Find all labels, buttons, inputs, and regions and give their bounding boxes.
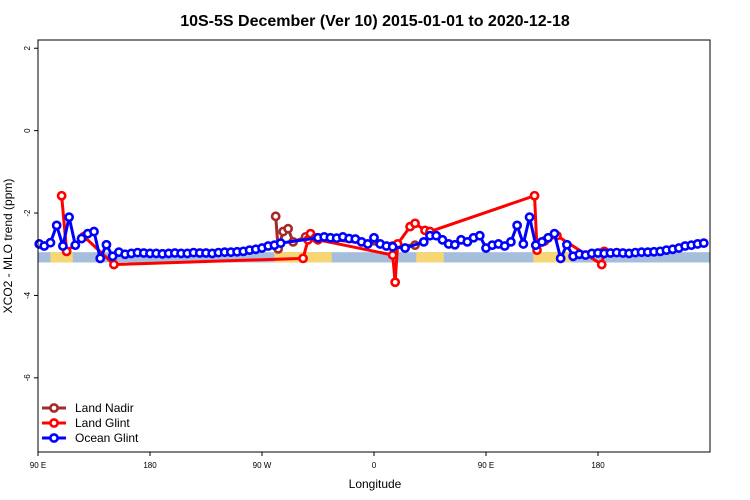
- data-point: [362, 239, 373, 249]
- x-axis-label: Longitude: [349, 477, 402, 491]
- x-tick-label-1: 90 E: [30, 461, 46, 470]
- x-tick-label-5: 90 E: [478, 461, 494, 470]
- data-point: [387, 241, 398, 252]
- data-point: [418, 236, 429, 247]
- x-tick-label-6: 180: [591, 461, 605, 470]
- y-tick-label-2: 0: [23, 128, 32, 133]
- data-point: [387, 250, 398, 260]
- legend-label-3: Ocean Glint: [75, 431, 139, 445]
- data-point: [109, 259, 119, 270]
- land-patch-1: [50, 252, 73, 263]
- data-point: [555, 253, 566, 264]
- data-point: [51, 220, 62, 231]
- data-point: [275, 238, 286, 249]
- legend-marker-1: [49, 403, 59, 413]
- y-tick-label-3: -2: [23, 209, 32, 217]
- data-point: [76, 233, 87, 244]
- data-point: [283, 223, 294, 234]
- y-axis-label: XCO2 - MLO trend (ppm): [1, 179, 15, 314]
- data-point: [561, 239, 572, 250]
- data-point: [56, 190, 67, 201]
- chart-title: 10S-5S December (Ver 10) 2015-01-01 to 2…: [180, 13, 570, 30]
- land-patch-3: [416, 252, 444, 263]
- y-tick-label-1: 2: [23, 45, 32, 50]
- axes: 90 E 180 90 W 0 90 E 180 2 0 -2 -4 -6: [23, 45, 605, 470]
- data-point: [298, 253, 308, 264]
- data-point: [698, 238, 709, 249]
- x-tick-label-3: 90 W: [253, 461, 272, 470]
- data-point: [45, 237, 56, 248]
- data-point: [524, 212, 535, 223]
- data-point: [549, 228, 560, 239]
- data-point: [95, 253, 106, 264]
- data-point: [70, 240, 81, 251]
- x-tick-label-4: 0: [372, 461, 377, 470]
- data-point: [400, 243, 411, 253]
- data-point: [474, 230, 485, 241]
- data-point: [518, 239, 529, 249]
- series-3: [34, 212, 709, 264]
- y-tick-label-4: -4: [23, 291, 32, 299]
- ocean-band: [38, 252, 710, 263]
- data-point: [529, 190, 540, 201]
- data-point: [449, 239, 460, 250]
- legend-marker-3: [49, 433, 59, 443]
- data-point: [64, 212, 75, 223]
- legend-marker-2: [49, 418, 59, 428]
- land-patch-4: [533, 252, 571, 263]
- y-tick-label-5: -6: [23, 374, 32, 382]
- plot-frame: [37, 39, 711, 453]
- data-point: [89, 226, 99, 237]
- data-point: [512, 220, 523, 231]
- data-point: [57, 241, 68, 251]
- legend-label-1: Land Nadir: [75, 401, 134, 415]
- data-point: [270, 211, 281, 222]
- legend-label-2: Land Glint: [75, 416, 130, 430]
- data-point: [410, 218, 420, 229]
- data-point: [369, 232, 379, 243]
- data-point: [505, 236, 516, 247]
- data-point: [101, 239, 112, 250]
- data-point: [390, 277, 401, 288]
- series-layer: [34, 190, 709, 288]
- x-tick-label-2: 180: [143, 461, 157, 470]
- data-point: [596, 259, 607, 270]
